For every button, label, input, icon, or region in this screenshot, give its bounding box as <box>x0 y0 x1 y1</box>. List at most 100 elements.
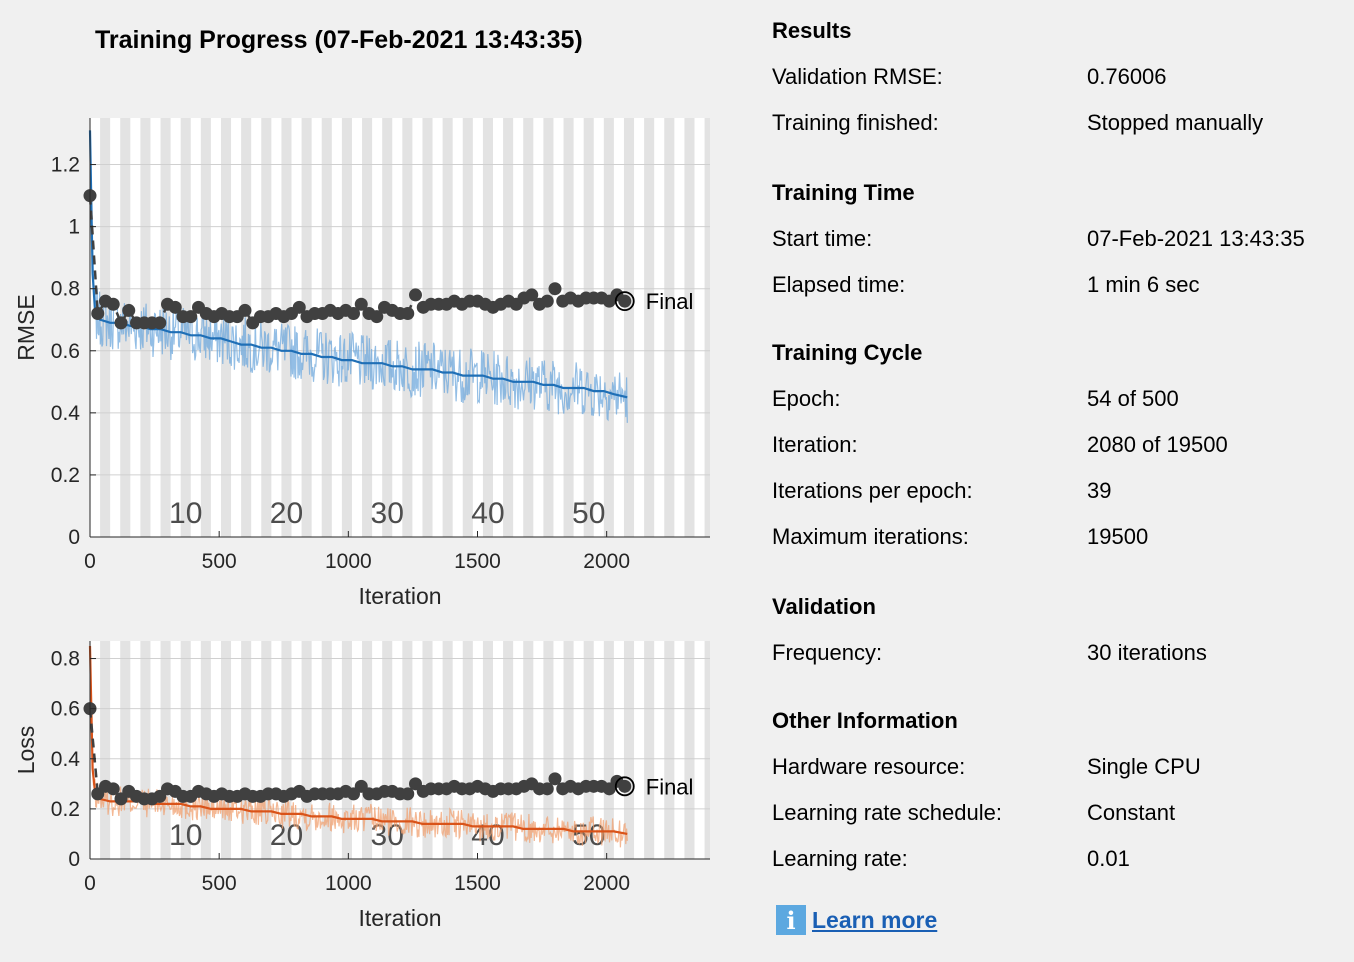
frequency-value: 30 iterations <box>1087 640 1207 665</box>
x-tick-label: 500 <box>202 550 237 573</box>
epoch-stripe <box>442 118 453 537</box>
x-tick-label: 500 <box>202 872 237 895</box>
validation-point <box>401 307 415 321</box>
epoch-stripe <box>684 641 695 859</box>
validation-point <box>184 310 198 324</box>
y-tick-label: 0.6 <box>51 698 80 721</box>
epoch-stripe <box>644 118 655 537</box>
epoch-stripe <box>281 118 292 537</box>
validation-point <box>114 316 128 330</box>
y-tick-label: 0.8 <box>51 278 80 301</box>
epoch-value: 54 of 500 <box>1087 386 1179 411</box>
learn-more-button[interactable]: i Learn more <box>776 905 937 935</box>
iterations-per-epoch-value: 39 <box>1087 478 1112 503</box>
epoch-stripe <box>261 641 272 859</box>
epoch-stripe <box>563 118 574 537</box>
epoch-label: 20 <box>270 497 303 530</box>
epoch-stripes <box>100 641 710 859</box>
maximum-iterations-label: Maximum iterations: <box>772 524 969 549</box>
epoch-stripe <box>321 118 332 537</box>
final-label: Final <box>646 289 694 314</box>
epoch-stripe <box>503 641 514 859</box>
epoch-stripe <box>704 641 710 859</box>
training-smoothed-line <box>88 130 628 399</box>
epoch-stripe <box>261 118 272 537</box>
maximum-iterations-value: 19500 <box>1087 524 1149 549</box>
x-tick-label: 1500 <box>454 550 501 573</box>
epoch-stripe <box>200 641 211 859</box>
x-tick-label: 1500 <box>454 872 501 895</box>
y-tick-label: 0.6 <box>51 340 80 363</box>
final-marker-dot <box>619 295 631 307</box>
validation-point <box>354 297 368 311</box>
epoch-stripe <box>402 641 413 859</box>
validation-point <box>548 282 562 296</box>
validation-point <box>370 310 384 324</box>
validation-point <box>409 288 422 302</box>
elapsed-time-value: 1 min 6 sec <box>1087 272 1200 297</box>
epoch-label: 40 <box>471 497 504 530</box>
y-tick-label: 0.2 <box>51 798 80 821</box>
epoch-stripe <box>241 641 252 859</box>
epoch-stripe <box>523 641 534 859</box>
learning-rate-value: 0.01 <box>1087 846 1130 871</box>
x-tick-label: 0 <box>84 872 96 895</box>
epoch-stripe <box>281 641 292 859</box>
validation-point <box>106 782 120 796</box>
epoch-label: Epoch: <box>772 386 841 411</box>
validation-point <box>168 300 182 314</box>
learn-more-link[interactable]: Learn more <box>812 906 938 933</box>
epoch-stripe <box>341 641 352 859</box>
validation-point <box>106 297 120 311</box>
epoch-stripe <box>321 641 332 859</box>
final-marker-dot <box>619 780 631 792</box>
validation-point <box>347 307 360 321</box>
hardware-resource-value: Single CPU <box>1087 754 1201 779</box>
epoch-stripe <box>603 641 614 859</box>
epoch-stripe <box>623 641 635 859</box>
epoch-stripe <box>402 118 413 537</box>
validation-point <box>122 303 136 317</box>
final-label: Final <box>646 774 694 799</box>
y-tick-label: 0 <box>68 526 80 549</box>
epoch-stripe <box>422 641 433 859</box>
epoch-stripe <box>704 118 710 537</box>
x-tick-label: 1000 <box>325 550 372 573</box>
epoch-stripe <box>442 641 453 859</box>
training-time-header: Training Time <box>772 180 915 205</box>
validation-point <box>292 300 306 314</box>
x-tick-label: 0 <box>84 550 96 573</box>
validation-rmse-label: Validation RMSE: <box>772 64 943 89</box>
y-tick-label: 1.2 <box>51 154 80 177</box>
iterations-per-epoch-label: Iterations per epoch: <box>772 478 973 503</box>
epoch-stripe <box>583 118 594 537</box>
hardware-resource-label: Hardware resource: <box>772 754 966 779</box>
x-axis-label: Iteration <box>358 905 441 931</box>
final-marker <box>614 291 635 311</box>
epoch-stripe <box>583 641 594 859</box>
training-cycle-header: Training Cycle <box>772 340 923 365</box>
other-information-header: Other Information <box>772 708 958 733</box>
y-axis-label: Loss <box>13 726 39 775</box>
epoch-stripe <box>301 641 312 859</box>
start-time-label: Start time: <box>772 226 873 251</box>
epoch-stripe <box>382 641 393 859</box>
epoch-label: 10 <box>169 497 202 530</box>
epoch-stripe <box>543 641 554 859</box>
epoch-stripe <box>543 118 554 537</box>
epoch-stripe <box>220 641 232 859</box>
y-tick-label: 1 <box>68 216 80 239</box>
y-tick-label: 0.8 <box>51 648 80 671</box>
epoch-label: 10 <box>169 819 202 852</box>
epoch-stripe <box>482 641 493 859</box>
x-tick-label: 2000 <box>583 872 630 895</box>
iteration-label: Iteration: <box>772 432 858 457</box>
validation-point <box>540 782 554 796</box>
results-header: Results <box>772 18 852 43</box>
epoch-stripe <box>100 641 111 859</box>
y-tick-label: 0 <box>68 848 80 871</box>
epoch-stripe <box>664 118 675 537</box>
epoch-stripe <box>563 641 574 859</box>
epoch-stripes <box>100 118 710 537</box>
y-axis-label: RMSE <box>13 294 39 360</box>
